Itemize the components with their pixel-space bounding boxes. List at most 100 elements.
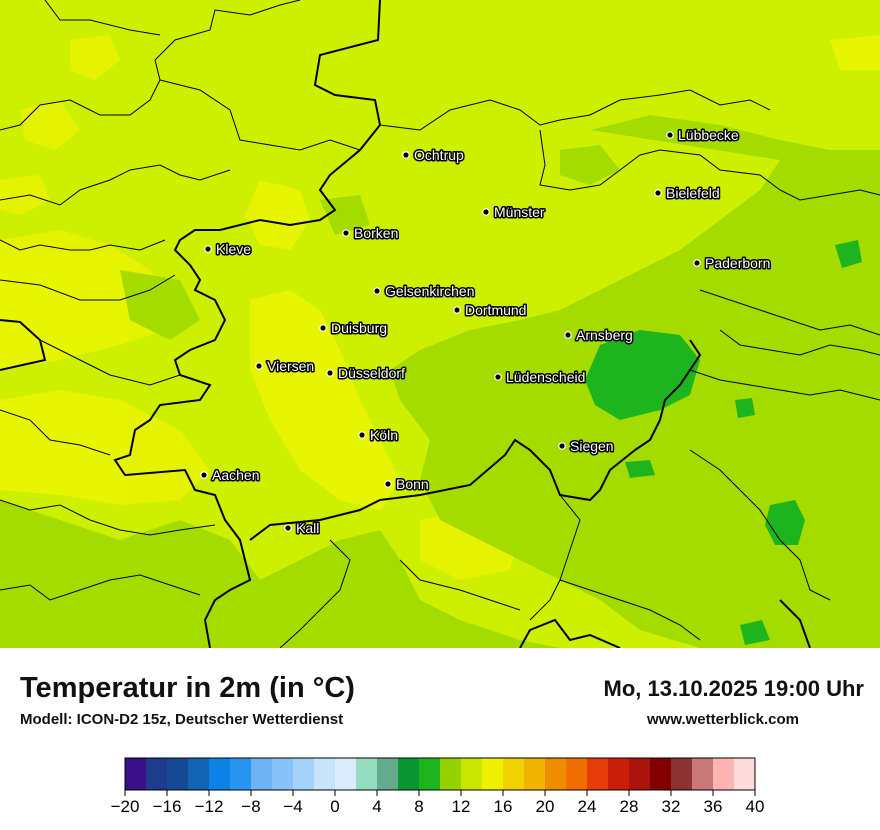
city-kleve: Kleve — [204, 240, 253, 259]
legend-swatch — [272, 758, 294, 790]
legend-swatch — [398, 758, 420, 790]
legend-swatch — [713, 758, 735, 790]
legend-swatch — [188, 758, 210, 790]
legend-swatch — [419, 758, 441, 790]
city-lüdenscheid: Lüdenscheid — [494, 368, 587, 387]
legend-swatch — [440, 758, 462, 790]
city-dot — [453, 306, 461, 314]
legend-swatch — [503, 758, 525, 790]
legend-swatch — [524, 758, 546, 790]
city-borken: Borken — [342, 224, 400, 243]
city-dot — [204, 245, 212, 253]
city-köln: Köln — [358, 426, 400, 445]
legend-swatch — [314, 758, 336, 790]
city-label: Ochtrup — [414, 147, 464, 163]
legend-swatch — [251, 758, 273, 790]
legend-tick-label: 4 — [372, 797, 381, 816]
temperature-map[interactable]: Lübbecke Ochtrup Bielefeld Münster Borken Kle… — [0, 0, 880, 648]
model-info: Modell: ICON-D2 15z, Deutscher Wetterdie… — [20, 711, 344, 728]
legend-tick-label: 20 — [536, 797, 555, 816]
city-bielefeld: Bielefeld — [654, 184, 721, 203]
city-label: Duisburg — [331, 320, 387, 336]
city-label: Paderborn — [705, 255, 770, 271]
legend-swatch — [482, 758, 504, 790]
city-label: Köln — [370, 427, 398, 443]
city-label: Lübbecke — [678, 127, 739, 143]
legend-swatch — [587, 758, 609, 790]
city-lübbecke: Lübbecke — [666, 126, 740, 145]
legend-tick-label: 24 — [578, 797, 597, 816]
legend-tick-label: 16 — [494, 797, 513, 816]
legend-tick-label: 12 — [452, 797, 471, 816]
city-münster: Münster — [482, 203, 546, 222]
legend-tick-label: 40 — [746, 797, 765, 816]
city-dot — [284, 524, 292, 532]
legend-tick-label: 32 — [662, 797, 681, 816]
city-label: Bonn — [396, 476, 429, 492]
legend-tick-label: 0 — [330, 797, 339, 816]
legend-tick-label: −20 — [111, 797, 140, 816]
city-kall: Kall — [284, 519, 321, 538]
city-label: Borken — [354, 225, 398, 241]
city-dot — [319, 324, 327, 332]
legend-swatch — [230, 758, 252, 790]
legend-swatch — [629, 758, 651, 790]
legend-tick-label: −16 — [153, 797, 182, 816]
city-dot — [358, 431, 366, 439]
city-label: Düsseldorf — [338, 365, 405, 381]
legend-swatch — [566, 758, 588, 790]
city-label: Bielefeld — [666, 185, 720, 201]
legend-swatch — [461, 758, 483, 790]
city-dot — [494, 373, 502, 381]
city-aachen: Aachen — [200, 466, 261, 485]
city-dot — [326, 369, 334, 377]
city-dot — [402, 151, 410, 159]
legend-swatch — [671, 758, 693, 790]
city-label: Viersen — [267, 358, 314, 374]
legend-swatch — [545, 758, 567, 790]
color-legend: −20 −16 −12 −8 −4 0 4 8 12 16 20 24 28 32 36 40 — [111, 757, 765, 816]
district-borders — [0, 0, 880, 648]
city-dot — [200, 471, 208, 479]
city-gelsenkirchen: Gelsenkirchen — [373, 282, 476, 301]
legend-swatch — [356, 758, 378, 790]
city-dot — [666, 131, 674, 139]
city-dortmund: Dortmund — [453, 301, 528, 320]
city-viersen: Viersen — [255, 357, 316, 376]
city-label: Gelsenkirchen — [385, 283, 475, 299]
legend-tick-label: −4 — [283, 797, 302, 816]
website-link[interactable]: www.wetterblick.com — [647, 711, 799, 728]
city-label: Münster — [494, 204, 545, 220]
city-label: Kleve — [216, 241, 251, 257]
city-label: Aachen — [212, 467, 259, 483]
city-markers: Lübbecke Ochtrup Bielefeld Münster Borken Kle… — [200, 126, 772, 538]
city-dot — [654, 189, 662, 197]
legend-tick-label: 36 — [704, 797, 723, 816]
city-dot — [693, 259, 701, 267]
legend-swatch — [167, 758, 189, 790]
city-label: Siegen — [570, 438, 614, 454]
cool-green-areas — [585, 240, 862, 645]
city-label: Dortmund — [465, 302, 526, 318]
legend-swatch — [293, 758, 315, 790]
legend-swatch — [125, 758, 147, 790]
city-düsseldorf: Düsseldorf — [326, 364, 407, 383]
legend-border — [124, 757, 756, 791]
legend-swatch — [734, 758, 756, 790]
legend-swatch — [146, 758, 168, 790]
city-paderborn: Paderborn — [693, 254, 772, 273]
city-dot — [255, 362, 263, 370]
city-dot — [564, 331, 572, 339]
city-label: Arnsberg — [576, 327, 633, 343]
city-label: Kall — [296, 520, 319, 536]
forecast-datetime: Mo, 13.10.2025 19:00 Uhr — [603, 676, 864, 701]
city-label: Lüdenscheid — [506, 369, 585, 385]
city-arnsberg: Arnsberg — [564, 326, 634, 345]
legend-tick-label: −8 — [241, 797, 260, 816]
warm-yellow-areas — [0, 35, 880, 580]
legend-tick-label: 8 — [414, 797, 423, 816]
legend-swatch — [377, 758, 399, 790]
legend-tick-labels: −20 −16 −12 −8 −4 0 4 8 12 16 20 24 28 32 36 40 — [111, 790, 765, 816]
legend-swatch — [650, 758, 672, 790]
legend-swatch — [608, 758, 630, 790]
